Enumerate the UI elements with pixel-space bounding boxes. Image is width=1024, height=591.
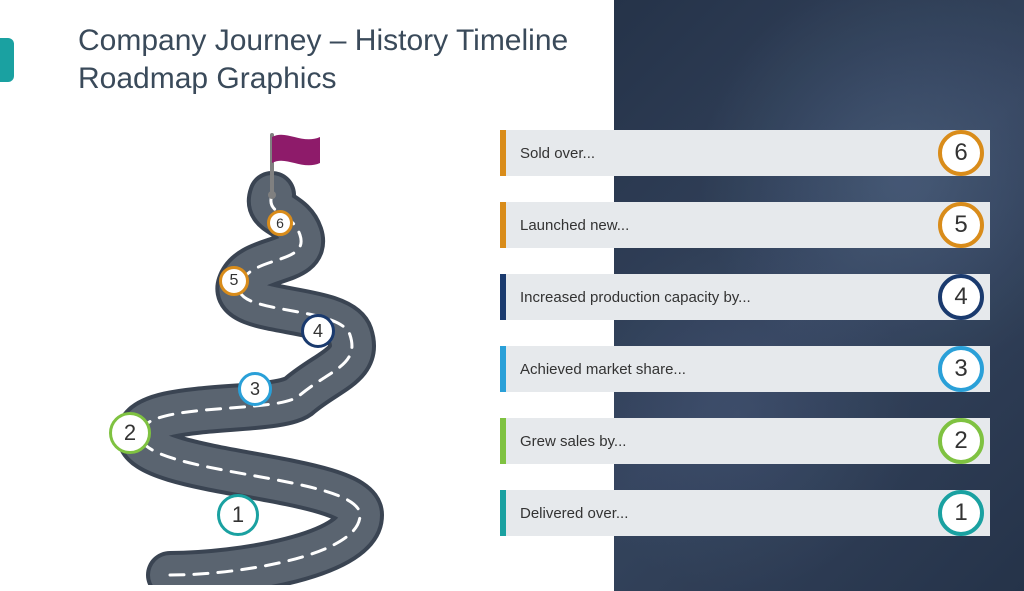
milestone-number-badge: 5 — [938, 202, 984, 248]
milestone-text: Launched new... — [506, 202, 990, 248]
milestone-list: Sold over...6 Launched new...5 Increased p… — [500, 130, 990, 536]
title-line-1: Company Journey – History Timeline — [78, 24, 568, 57]
road-marker: 2 — [109, 412, 151, 454]
milestone-row: Grew sales by...2 — [500, 418, 990, 464]
milestone-text: Delivered over... — [506, 490, 990, 536]
milestone-row: Sold over...6 — [500, 130, 990, 176]
milestone-row: Achieved market share...3 — [500, 346, 990, 392]
road-marker: 5 — [219, 266, 249, 296]
title-line-2: Roadmap Graphics — [78, 62, 336, 95]
road-marker: 1 — [217, 494, 259, 536]
milestone-row: Delivered over...1 — [500, 490, 990, 536]
road-marker: 4 — [301, 314, 335, 348]
milestone-text: Sold over... — [506, 130, 990, 176]
road-marker: 6 — [267, 210, 293, 236]
milestone-row: Increased production capacity by...4 — [500, 274, 990, 320]
milestone-text: Grew sales by... — [506, 418, 990, 464]
milestone-number-badge: 6 — [938, 130, 984, 176]
slide: Company Journey – History Timeline Roadm… — [0, 0, 1024, 591]
roadmap-graphic: 1 2 34 5 6 — [100, 115, 460, 575]
slide-title: Company Journey – History Timeline Roadm… — [78, 22, 568, 97]
milestone-text: Achieved market share... — [506, 346, 990, 392]
milestone-number-badge: 3 — [938, 346, 984, 392]
milestone-row: Launched new...5 — [500, 202, 990, 248]
road-svg — [100, 115, 460, 585]
milestone-number-badge: 4 — [938, 274, 984, 320]
left-accent-tab — [0, 38, 14, 82]
road-marker: 3 — [238, 372, 272, 406]
milestone-text: Increased production capacity by... — [506, 274, 990, 320]
milestone-number-badge: 2 — [938, 418, 984, 464]
milestone-number-badge: 1 — [938, 490, 984, 536]
